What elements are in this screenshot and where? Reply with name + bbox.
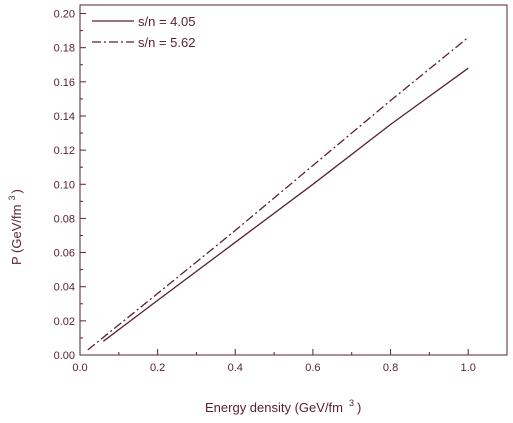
x-tick-label: 0.8 (383, 362, 398, 374)
y-tick-label: 0.20 (54, 9, 75, 21)
series-line-solid (102, 67, 469, 342)
y-tick-label: 0.04 (54, 282, 75, 294)
legend-label-solid: s/n = 4.05 (138, 14, 195, 29)
x-tick-label: 0.6 (305, 362, 320, 374)
y-tick-label: 0.00 (54, 350, 75, 362)
x-axis-title-close: ) (357, 400, 361, 415)
y-axis-title-close: ) (9, 189, 24, 193)
plot-frame (79, 4, 508, 356)
legend: s/n = 4.05 s/n = 5.62 (92, 14, 195, 50)
x-axis-title-superscript: 3 (349, 398, 354, 408)
y-axis-title: P (GeV/fm3) (7, 189, 24, 265)
series-line-dashdot (87, 36, 469, 351)
y-tick-label: 0.10 (54, 179, 75, 191)
x-axis-title: Energy density (GeV/fm 3) (205, 398, 361, 415)
legend-label-dashdot: s/n = 5.62 (138, 35, 195, 50)
y-tick-label: 0.16 (54, 77, 75, 89)
x-tick-label: 0.2 (150, 362, 165, 374)
y-tick-label: 0.12 (54, 145, 75, 157)
y-tick-label: 0.18 (54, 43, 75, 55)
y-axis-title-superscript: 3 (7, 196, 17, 201)
y-tick-label: 0.08 (54, 213, 75, 225)
y-tick-label: 0.14 (54, 111, 75, 123)
series-group (87, 36, 469, 351)
y-tick-label: 0.06 (54, 248, 75, 260)
x-tick-label: 1.0 (461, 362, 476, 374)
x-tick-label: 0.4 (228, 362, 243, 374)
axis-ticks: 0.0 0.2 0.4 0.6 0.8 1.0 0.00 0.02 0.04 0.06 0.08 0.… (54, 9, 508, 374)
x-tick-label: 0.0 (72, 362, 87, 374)
y-tick-label: 0.02 (54, 316, 75, 328)
